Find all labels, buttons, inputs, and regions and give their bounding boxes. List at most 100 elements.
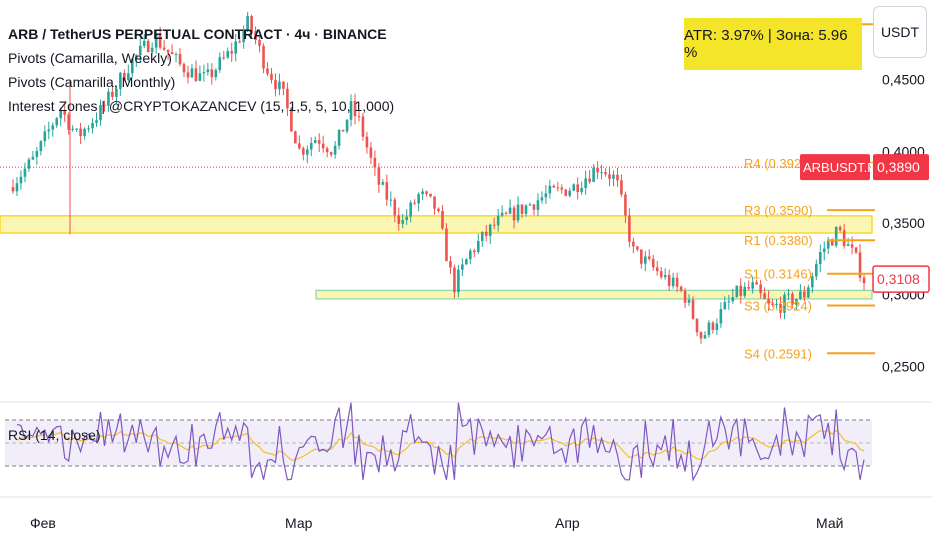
candle-body [608,174,611,179]
last-price-badge-text: 0,3890 [877,159,920,175]
candle-body [290,108,293,132]
pivot-label: R3 (0.3590) [744,203,813,218]
candle-body [190,68,194,78]
atr-box: ATR: 3.97% | Зона: 5.96 % [684,18,862,70]
candle-body [55,118,59,126]
candle-body [115,88,118,97]
candle-body [576,184,579,193]
candle-body [473,250,476,252]
candle-body [119,72,122,89]
candle-body [791,293,794,305]
candle-body [258,39,261,46]
candle-body [329,152,333,155]
candle-body [111,91,114,97]
candle-body [540,197,544,201]
candle-body [759,284,762,294]
candle-body [449,261,452,268]
candle-body [186,72,190,78]
candle-body [198,73,202,81]
candle-body [453,267,456,293]
candle-body [659,271,663,278]
candle-body [389,199,393,201]
candle-body [154,34,158,48]
candle-body [811,276,814,288]
candle-body [11,187,15,192]
candle-body [488,224,492,236]
candle-body [528,204,532,206]
candle-body [337,129,341,146]
pivot-label: S3 (0.2924) [744,299,812,314]
candle-body [624,194,627,216]
candle-body [711,322,715,330]
candle-body [667,275,671,287]
candle-body [385,182,389,200]
candle-body [604,172,607,175]
candle-body [799,291,802,300]
interest-zone [0,215,873,234]
candle-body [815,264,818,277]
candle-body [75,128,78,130]
candle-body [43,131,47,142]
candle-body [361,116,365,137]
candle-body [723,302,727,310]
candle-body [580,188,583,193]
candle-body [739,285,743,296]
candle-body [767,298,770,304]
candle-body [616,174,619,181]
candle-body [321,143,325,149]
indicator-interest-zones[interactable]: Interest Zones | @CRYPTOKAZANCEV (15, 1,… [8,98,395,114]
current-price-badge [872,265,930,293]
candle-body [592,167,595,182]
candle-body [397,215,401,224]
candle-body [218,57,222,71]
time-axis-label: Апр [555,515,580,531]
candle-body [715,323,719,330]
candle-body [313,140,317,143]
candle-body [504,212,508,214]
indicator-pivots-monthly[interactable]: Pivots (Camarilla, Monthly) [8,74,176,90]
candle-body [751,282,754,289]
candle-body [441,210,444,229]
candle-body [564,189,568,196]
candle-body [520,204,524,214]
candle-body [826,240,830,249]
candle-body [663,275,667,278]
candle-body [644,256,647,264]
candle-body [409,202,412,217]
candle-body [854,247,858,253]
interest-zone [315,289,873,300]
candle-body [763,293,766,299]
symbol-badge-text: ARBUSDT.P [803,160,876,175]
candle-body [703,335,707,339]
indicator-pivots-weekly[interactable]: Pivots (Camarilla, Weekly) [8,50,172,66]
candle-body [862,277,866,284]
candle-body [556,187,560,189]
candle-body [262,45,265,69]
rsi-label: RSI (14, close) [8,427,101,443]
price-tick-label: 0,4500 [882,72,925,88]
candle-body [747,287,750,289]
candle-body [771,303,774,305]
candle-body [465,259,468,265]
candle-body [19,176,23,184]
candle-body [620,180,623,195]
candle-body [51,125,55,130]
candle-body [671,277,675,287]
candle-body [651,258,655,268]
candle-body [628,215,631,242]
candle-body [134,55,138,60]
candle-body [278,81,281,90]
candle-body [103,104,106,106]
currency-button[interactable]: USDT [873,6,927,58]
candle-body [298,143,301,149]
candle-body [333,145,337,155]
candle-body [270,73,273,80]
candle-body [830,240,834,246]
candle-body [202,72,206,74]
candle-body [842,230,846,247]
candle-body [795,299,798,305]
candle-body [480,231,484,241]
time-axis-label: Май [816,515,843,531]
candle-body [230,51,234,54]
